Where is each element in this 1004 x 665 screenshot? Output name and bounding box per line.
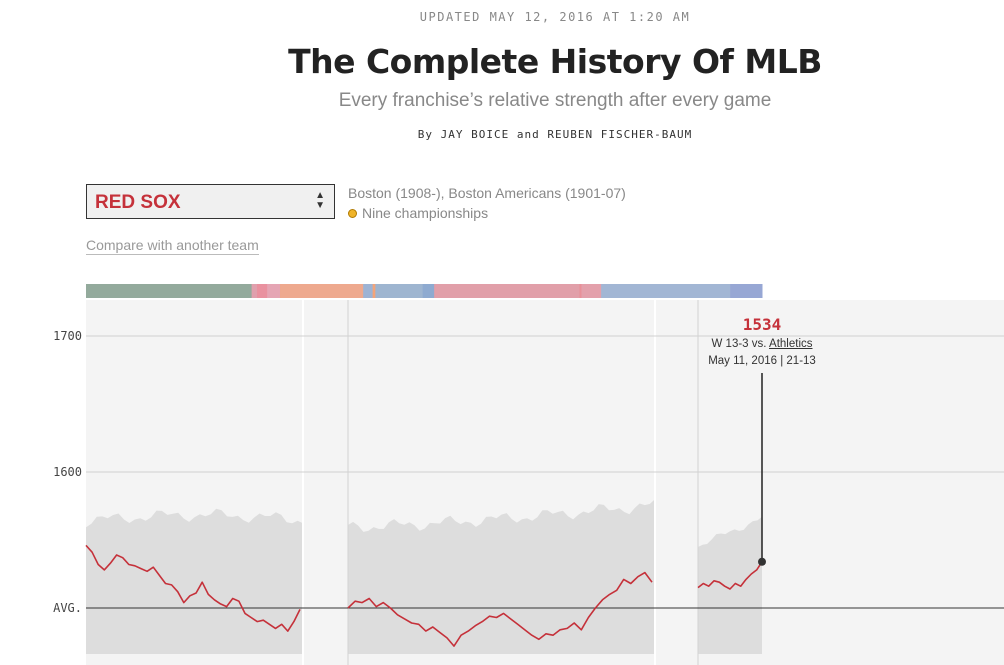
y-tick-label: 1600	[53, 465, 82, 479]
byline: By JAY BOICE and REUBEN FISCHER-BAUM	[417, 128, 693, 141]
timeline-segment[interactable]	[280, 284, 364, 298]
y-gridlines: 1700 1600 AVG.	[53, 329, 1004, 615]
timeline-segment[interactable]	[372, 284, 376, 298]
rating-line	[347, 571, 653, 647]
team-select[interactable]: RED SOX ▲ ▼	[86, 184, 335, 219]
rating-line	[697, 561, 763, 590]
timeline-segment[interactable]	[363, 284, 374, 298]
compare-team-link[interactable]: Compare with another team	[86, 237, 259, 255]
y-tick-label: 1700	[53, 329, 82, 343]
timeline-segment[interactable]	[434, 284, 580, 298]
timeline-segment[interactable]	[375, 284, 424, 298]
tooltip-result-prefix: W 13-3 vs.	[711, 338, 770, 350]
timeline-segment[interactable]	[601, 284, 731, 298]
page-subtitle: Every franchise’s relative strength afte…	[338, 90, 772, 111]
timeline-segment[interactable]	[86, 284, 253, 298]
elo-history-chart[interactable]: 1700 1600 AVG.	[0, 284, 1004, 665]
tooltip-result: W 13-3 vs. Athletics	[690, 338, 834, 350]
timeline-segment[interactable]	[730, 284, 763, 298]
league-range-band	[698, 516, 762, 654]
rating-line	[85, 544, 301, 632]
team-select-value: RED SOX	[95, 192, 181, 213]
timeline-strip[interactable]	[86, 284, 763, 298]
timeline-segment[interactable]	[267, 284, 281, 298]
y-tick-label: AVG.	[53, 601, 82, 615]
championship-dot-icon	[348, 208, 357, 218]
timeline-segment[interactable]	[422, 284, 435, 298]
timeline-segment[interactable]	[251, 284, 258, 298]
page-title: The Complete History Of MLB	[288, 42, 822, 81]
championships-label: Nine championships	[362, 205, 489, 221]
league-range-band	[86, 508, 303, 654]
team-rating-lines	[85, 544, 763, 647]
timeline-segment[interactable]	[581, 284, 602, 298]
current-rating-dot[interactable]	[758, 557, 766, 566]
tooltip-rating: 1534	[742, 315, 782, 334]
opponent-link[interactable]: Athletics	[769, 338, 813, 350]
league-range-band	[348, 499, 655, 654]
up-down-chevron-icon: ▲ ▼	[315, 190, 325, 211]
championships-info: Nine championships	[348, 205, 488, 221]
timeline-segment[interactable]	[579, 284, 583, 298]
timeline-segment[interactable]	[257, 284, 268, 298]
updated-timestamp: UPDATED MAY 12, 2016 AT 1:20 AM	[419, 10, 691, 24]
tooltip-date-record: May 11, 2016 | 21-13	[708, 355, 816, 367]
era-dividers	[302, 300, 699, 665]
team-history: Boston (1908-), Boston Americans (1901-0…	[348, 185, 626, 201]
